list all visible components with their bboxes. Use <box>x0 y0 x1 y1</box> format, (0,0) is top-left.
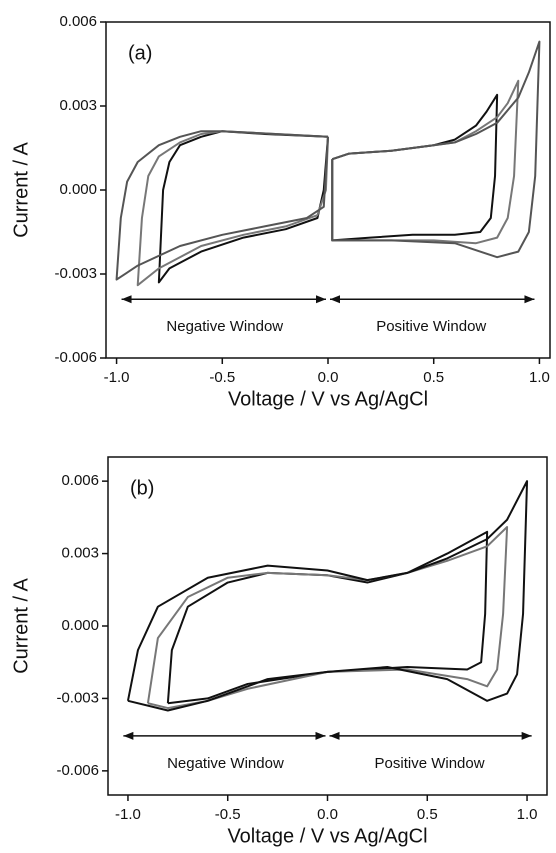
window-label: Negative Window <box>167 755 284 772</box>
window-label: Negative Window <box>166 318 283 335</box>
y-tick-label: 0.003 <box>61 545 99 562</box>
arrow-head <box>315 731 326 740</box>
y-tick-label: 0.000 <box>61 617 99 634</box>
x-axis-label: Voltage / V vs Ag/AgCl <box>227 825 427 847</box>
cv-curve <box>331 40 541 259</box>
y-tick-label: -0.006 <box>54 349 97 366</box>
y-tick-label: -0.003 <box>56 689 99 706</box>
window-label: Positive Window <box>376 318 486 335</box>
y-axis-label: Current / A <box>10 578 32 674</box>
arrow-head <box>521 731 532 740</box>
y-tick-label: -0.003 <box>54 265 97 282</box>
x-tick-label: 1.0 <box>517 806 538 823</box>
panel-label: (b) <box>130 477 154 499</box>
plot-frame <box>107 456 548 796</box>
x-tick-label: -1.0 <box>104 369 130 386</box>
arrow-head <box>121 295 132 304</box>
x-tick-label: 1.0 <box>529 369 550 386</box>
arrow-head <box>123 731 134 740</box>
x-tick-label: 0.0 <box>317 806 338 823</box>
arrow-head <box>329 731 340 740</box>
cv-curve <box>157 130 329 284</box>
cv-curve <box>115 130 329 281</box>
x-tick-label: 0.0 <box>318 369 339 386</box>
panel-label: (a) <box>128 42 152 64</box>
cv-curve <box>136 130 329 287</box>
arrow-head <box>316 295 326 304</box>
cv-curve <box>146 526 509 710</box>
y-tick-label: 0.006 <box>59 13 97 30</box>
y-tick-label: -0.006 <box>56 762 99 779</box>
cv-curve <box>331 93 499 242</box>
x-axis-label: Voltage / V vs Ag/AgCl <box>228 388 428 410</box>
x-tick-label: -0.5 <box>215 806 241 823</box>
x-tick-label: -0.5 <box>209 369 235 386</box>
cv-curve <box>126 480 529 712</box>
y-tick-label: 0.003 <box>59 97 97 114</box>
x-tick-label: -1.0 <box>115 806 141 823</box>
y-tick-label: 0.006 <box>61 472 99 489</box>
arrow-head <box>524 295 535 304</box>
x-tick-label: 0.5 <box>423 369 444 386</box>
y-tick-label: 0.000 <box>59 181 97 198</box>
arrow-head <box>330 295 340 304</box>
x-tick-label: 0.5 <box>417 806 438 823</box>
plot-frame <box>105 21 551 359</box>
y-axis-label: Current / A <box>10 142 32 238</box>
window-label: Positive Window <box>375 755 485 772</box>
